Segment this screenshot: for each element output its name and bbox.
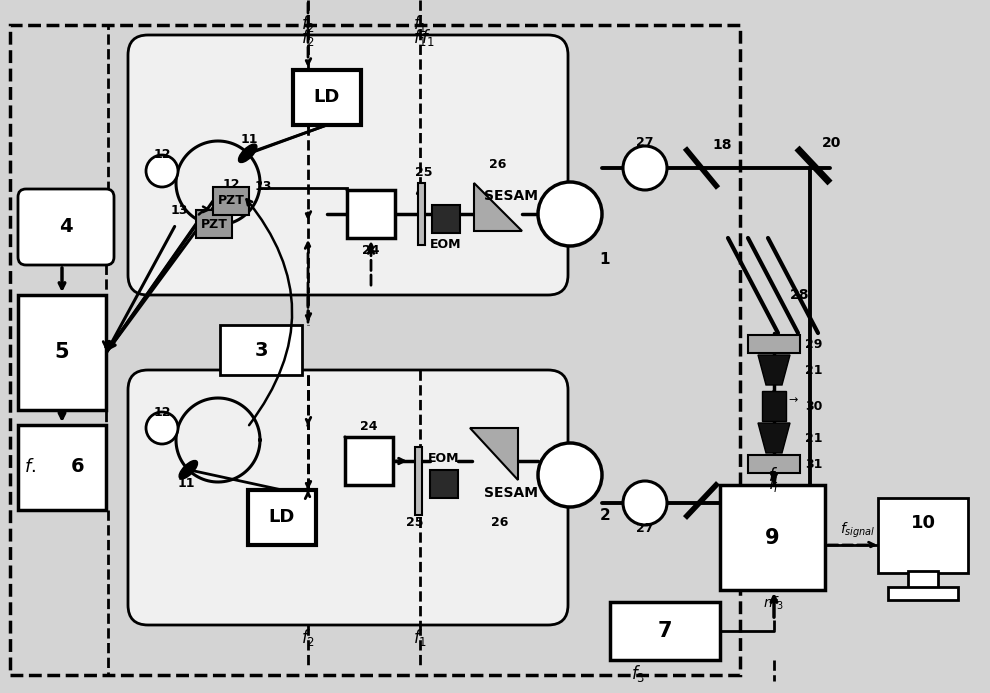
Bar bbox=[293, 70, 361, 125]
Circle shape bbox=[538, 182, 602, 246]
Text: 9: 9 bbox=[765, 527, 780, 547]
Text: $f_2$: $f_2$ bbox=[301, 28, 315, 49]
Text: 27: 27 bbox=[637, 522, 653, 534]
Text: 10: 10 bbox=[911, 514, 936, 532]
Circle shape bbox=[623, 146, 667, 190]
Text: 26: 26 bbox=[489, 159, 507, 171]
FancyBboxPatch shape bbox=[128, 35, 568, 295]
Text: SESAM: SESAM bbox=[484, 486, 538, 500]
Text: $f_i$: $f_i$ bbox=[768, 466, 779, 486]
Bar bbox=[345, 437, 393, 485]
Bar bbox=[430, 470, 458, 498]
Bar bbox=[610, 602, 720, 660]
Text: 6: 6 bbox=[71, 457, 85, 477]
Text: 2: 2 bbox=[600, 507, 611, 523]
Bar bbox=[196, 210, 232, 238]
Polygon shape bbox=[758, 423, 790, 453]
Text: 3: 3 bbox=[254, 340, 267, 360]
Text: 21: 21 bbox=[805, 364, 823, 376]
Bar bbox=[720, 485, 825, 590]
Text: 25: 25 bbox=[406, 516, 424, 529]
Circle shape bbox=[623, 481, 667, 525]
Text: 5: 5 bbox=[54, 342, 69, 362]
Text: $nf_3$: $nf_3$ bbox=[763, 595, 784, 612]
Text: 12: 12 bbox=[222, 179, 240, 191]
Text: 20: 20 bbox=[823, 136, 842, 150]
Text: $f_1$: $f_1$ bbox=[421, 28, 436, 49]
Text: $f_2$: $f_2$ bbox=[301, 12, 315, 33]
Bar bbox=[18, 425, 106, 510]
Text: $f_3$: $f_3$ bbox=[631, 663, 645, 683]
Text: $f_1$: $f_1$ bbox=[413, 627, 427, 649]
Text: 12: 12 bbox=[153, 148, 170, 161]
Text: 13: 13 bbox=[170, 204, 188, 216]
Text: LD: LD bbox=[269, 509, 295, 527]
Text: 30: 30 bbox=[805, 399, 823, 412]
Bar bbox=[878, 498, 968, 573]
Circle shape bbox=[538, 443, 602, 507]
Text: 28: 28 bbox=[790, 288, 810, 302]
Text: 29: 29 bbox=[805, 337, 823, 351]
Text: $f.$: $f.$ bbox=[24, 458, 36, 476]
Bar bbox=[347, 190, 395, 238]
Text: 24: 24 bbox=[360, 421, 378, 434]
Polygon shape bbox=[474, 183, 522, 231]
Bar bbox=[220, 325, 302, 375]
Text: 1: 1 bbox=[600, 252, 610, 267]
Bar bbox=[762, 391, 786, 421]
Text: EOM: EOM bbox=[431, 238, 461, 252]
Text: $f_{signal}$: $f_{signal}$ bbox=[840, 520, 875, 540]
Text: 7: 7 bbox=[657, 621, 672, 641]
Text: 27: 27 bbox=[637, 137, 653, 150]
Text: →: → bbox=[788, 395, 798, 405]
Text: 13: 13 bbox=[254, 180, 271, 193]
Bar bbox=[888, 587, 958, 600]
Bar bbox=[748, 335, 800, 353]
Text: PZT: PZT bbox=[218, 195, 245, 207]
Ellipse shape bbox=[239, 144, 256, 162]
Text: 31: 31 bbox=[805, 457, 823, 471]
Text: $f_1$: $f_1$ bbox=[413, 12, 427, 33]
Text: 24: 24 bbox=[362, 243, 380, 256]
Bar bbox=[415, 447, 422, 515]
Bar bbox=[213, 187, 249, 215]
Text: 25: 25 bbox=[415, 166, 433, 179]
Text: EOM: EOM bbox=[429, 452, 459, 464]
Text: 4: 4 bbox=[59, 218, 73, 236]
Bar bbox=[18, 295, 106, 410]
Bar bbox=[748, 455, 800, 473]
Bar bbox=[908, 571, 938, 588]
Text: 26: 26 bbox=[491, 516, 509, 529]
Text: 12: 12 bbox=[153, 405, 170, 419]
Polygon shape bbox=[470, 428, 518, 480]
Text: 21: 21 bbox=[805, 432, 823, 444]
Text: ↑: ↑ bbox=[767, 398, 777, 408]
Circle shape bbox=[146, 155, 178, 187]
Text: $f_1$: $f_1$ bbox=[413, 28, 427, 49]
Bar bbox=[248, 490, 316, 545]
Text: 18: 18 bbox=[712, 138, 732, 152]
Circle shape bbox=[146, 412, 178, 444]
Polygon shape bbox=[758, 355, 790, 385]
Text: $f_2$: $f_2$ bbox=[301, 627, 315, 649]
Text: PZT: PZT bbox=[201, 218, 228, 231]
Bar bbox=[418, 183, 425, 245]
FancyBboxPatch shape bbox=[128, 370, 568, 625]
Bar bbox=[432, 205, 460, 233]
Text: SESAM: SESAM bbox=[484, 189, 538, 203]
Ellipse shape bbox=[179, 461, 197, 479]
FancyBboxPatch shape bbox=[18, 189, 114, 265]
Text: LD: LD bbox=[314, 89, 341, 107]
Text: 11: 11 bbox=[177, 477, 195, 490]
Text: 11: 11 bbox=[241, 133, 258, 146]
Text: $f_i$: $f_i$ bbox=[768, 473, 779, 493]
